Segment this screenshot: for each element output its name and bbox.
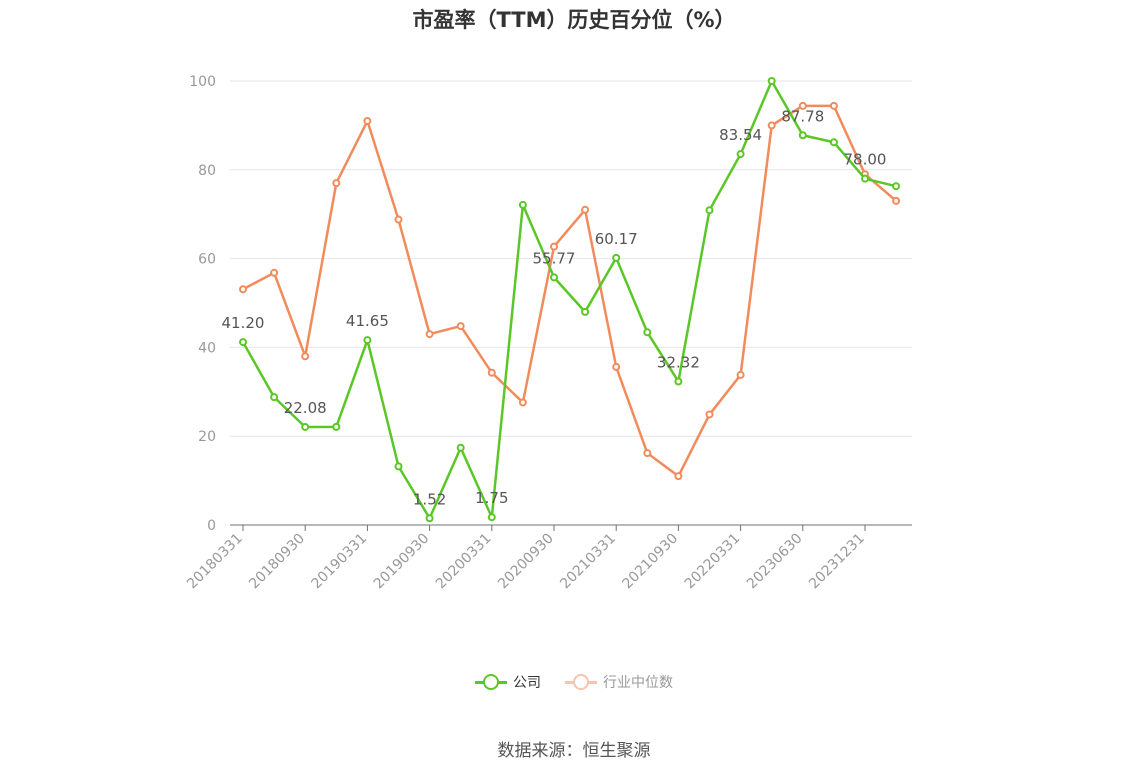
series-line-1 <box>242 104 897 478</box>
x-tick-label: 20210331 <box>557 531 619 593</box>
y-tick-label: 0 <box>207 518 216 534</box>
data-point <box>581 307 590 316</box>
x-tick-label: 20180930 <box>246 531 308 593</box>
data-point <box>767 121 776 130</box>
x-tick-label: 20180331 <box>184 531 246 593</box>
y-tick-label: 60 <box>198 252 216 268</box>
data-point <box>829 138 838 147</box>
data-point <box>518 398 527 407</box>
data-point <box>829 101 838 110</box>
legend-line-icon <box>565 672 597 692</box>
data-point <box>798 101 807 110</box>
data-label: 87.78 <box>781 107 824 125</box>
legend-line-icon <box>475 672 507 692</box>
data-label: 32.32 <box>657 353 700 371</box>
x-tick-label: 20190331 <box>309 531 371 593</box>
legend-label-industry: 行业中位数 <box>603 675 673 691</box>
data-point <box>736 370 745 379</box>
data-point <box>394 462 403 471</box>
x-tick-label: 20200930 <box>495 531 557 593</box>
chart-title: 市盈率（TTM）历史百分位（%） <box>412 8 736 32</box>
data-point <box>736 150 745 159</box>
data-point <box>705 410 714 419</box>
data-point <box>394 215 403 224</box>
data-labels: 41.20 22.08 41.65 1.52 1.75 55.77 60.17 32.32 83… <box>222 107 887 508</box>
data-point <box>892 196 901 205</box>
data-point <box>767 77 776 85</box>
data-point <box>270 393 279 402</box>
data-point <box>643 449 652 458</box>
data-point <box>456 443 465 452</box>
legend-label-company: 公司 <box>513 675 541 691</box>
data-point <box>643 328 652 337</box>
data-label: 22.08 <box>284 399 327 417</box>
data-point <box>798 131 807 140</box>
data-source: 数据来源：恒生聚源 <box>497 741 651 761</box>
data-point <box>487 368 496 377</box>
data-point <box>425 330 434 339</box>
data-label: 1.75 <box>475 489 508 507</box>
legend-item-industry[interactable]: 行业中位数 <box>565 672 673 692</box>
data-label: 78.00 <box>844 151 887 169</box>
x-tick-label: 20230630 <box>744 531 806 593</box>
series-line-0 <box>241 79 897 520</box>
data-point <box>612 362 621 371</box>
x-tick-label: 20190930 <box>371 531 433 593</box>
data-point <box>550 242 558 251</box>
x-tick-label: 20231231 <box>806 531 868 593</box>
data-point <box>861 174 869 183</box>
data-point <box>425 514 434 523</box>
axes: 0 20 40 60 80 100 20180331 20180930 20190331 2019… <box>184 74 912 592</box>
data-point <box>674 377 683 386</box>
data-point <box>705 206 714 215</box>
y-tick-label: 80 <box>198 163 216 179</box>
data-point <box>239 285 247 294</box>
data-point <box>550 273 558 282</box>
data-point <box>363 336 372 345</box>
legend: 公司 行业中位数 <box>0 672 1148 692</box>
x-tick-label: 20200331 <box>433 531 495 593</box>
y-tick-label: 20 <box>198 429 216 445</box>
x-tick-label: 20210930 <box>620 531 682 593</box>
data-point <box>581 205 590 214</box>
series-lines <box>239 77 901 523</box>
data-label: 60.17 <box>595 230 638 248</box>
data-point <box>301 422 310 431</box>
x-tick-label: 20220331 <box>682 531 744 593</box>
data-label: 1.52 <box>413 490 446 508</box>
data-point <box>239 338 247 347</box>
data-point <box>892 182 901 191</box>
data-label: 83.54 <box>719 126 762 144</box>
y-tick-label: 40 <box>198 340 216 356</box>
data-label: 41.65 <box>346 312 389 330</box>
legend-item-company[interactable]: 公司 <box>475 672 541 692</box>
data-point <box>487 513 496 522</box>
y-tick-label: 100 <box>189 74 216 90</box>
data-point <box>674 472 683 481</box>
data-point <box>612 253 621 262</box>
data-label: 55.77 <box>533 249 576 267</box>
data-point <box>270 268 279 277</box>
data-point <box>332 422 341 431</box>
data-point <box>332 179 341 188</box>
data-point <box>518 200 527 209</box>
data-label: 41.20 <box>222 314 265 332</box>
data-point <box>363 116 372 125</box>
data-point <box>456 322 465 331</box>
data-point <box>301 352 310 361</box>
line-chart: 0 20 40 60 80 100 20180331 20180930 20190331 2019… <box>184 74 912 592</box>
